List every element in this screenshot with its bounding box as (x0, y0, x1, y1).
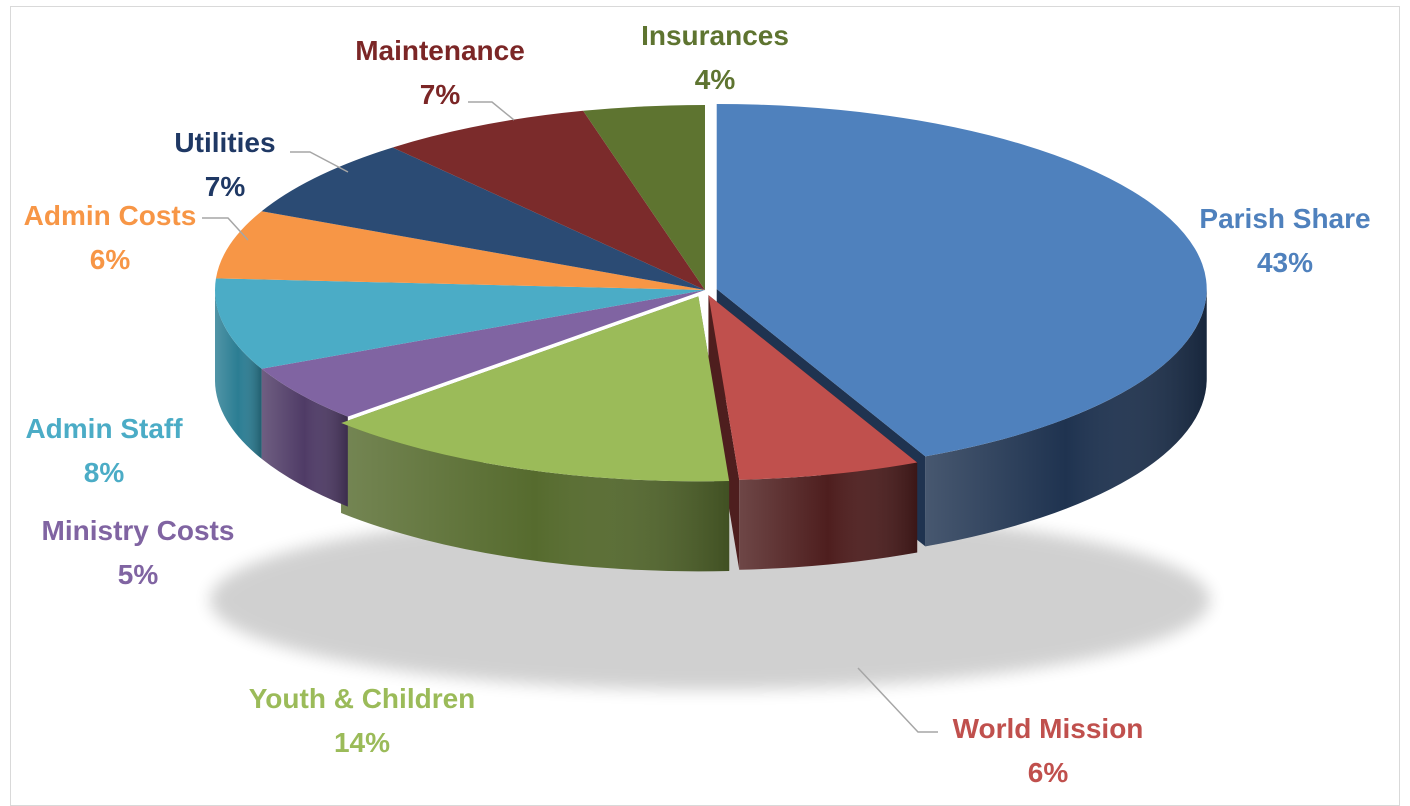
pie-side-shade-ministry-costs (261, 368, 348, 507)
pie-slice-insurances (583, 105, 705, 290)
leader-line-world-mission (857, 667, 938, 733)
slice-label-youth-and-children: Youth & Children (249, 683, 476, 714)
pie-side-shade-parish-share (925, 289, 1207, 547)
slice-label-utilities: Utilities (174, 127, 275, 158)
slice-label-admin-costs: Admin Costs (24, 200, 197, 231)
slice-label-parish-share: Parish Share (1199, 203, 1370, 234)
leader-line-maintenance (468, 101, 515, 121)
pie-slice-admin-staff (214, 278, 705, 369)
slice-pct-admin-staff: 8% (84, 457, 125, 488)
pie-side-shade-youth-and-children (341, 422, 730, 572)
pie-slice-youth-and-children (341, 296, 730, 482)
pie-slice-ministry-costs (261, 290, 705, 417)
slice-pct-maintenance: 7% (420, 79, 461, 110)
pie-slice-parish-share (716, 104, 1207, 457)
pie-shadow (210, 510, 1210, 690)
pie-slice-utilities (261, 147, 705, 290)
pie-side-shade-admin-staff (215, 290, 262, 459)
pie-slice-maintenance (392, 110, 705, 290)
slice-label-world-mission: World Mission (953, 713, 1144, 744)
leader-line-utilities (290, 151, 349, 173)
slice-pct-world-mission: 6% (1028, 757, 1069, 788)
leader-line-admin-costs (202, 217, 249, 241)
slice-pct-insurances: 4% (695, 64, 736, 95)
pie-slice-world-mission (708, 295, 918, 480)
slice-pct-youth-and-children: 14% (334, 727, 390, 758)
slice-label-maintenance: Maintenance (355, 35, 525, 66)
slice-pct-parish-share: 43% (1257, 247, 1313, 278)
pie-slice-admin-costs (215, 211, 705, 290)
slice-label-admin-staff: Admin Staff (25, 413, 183, 444)
slice-label-ministry-costs: Ministry Costs (42, 515, 235, 546)
slice-pct-admin-costs: 6% (90, 244, 131, 275)
pie-side-shade-world-mission (739, 462, 918, 570)
slice-pct-ministry-costs: 5% (118, 559, 159, 590)
slice-pct-utilities: 7% (205, 171, 246, 202)
slice-label-insurances: Insurances (641, 20, 789, 51)
